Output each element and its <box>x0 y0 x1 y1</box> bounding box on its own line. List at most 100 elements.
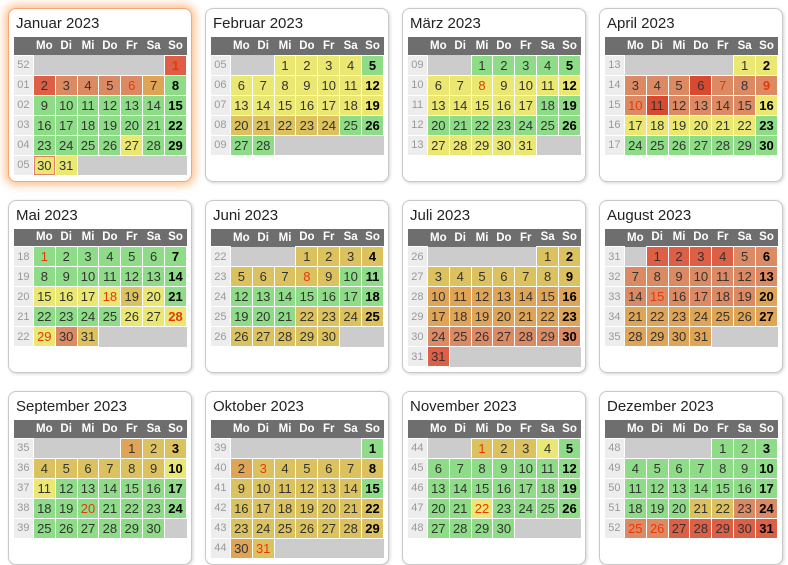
day-august-2023-25[interactable]: 25 <box>711 306 735 327</box>
day-oktober-2023-1[interactable]: 1 <box>361 437 384 459</box>
day-september-2023-9[interactable]: 9 <box>142 457 166 479</box>
day-mai-2023-27[interactable]: 27 <box>142 306 166 327</box>
day-januar-2023-15[interactable]: 15 <box>164 94 187 116</box>
day-februar-2023-20[interactable]: 20 <box>229 114 253 136</box>
day-oktober-2023-16[interactable]: 16 <box>229 497 253 519</box>
day-dezember-2023-10[interactable]: 10 <box>755 457 778 479</box>
day-august-2023-28[interactable]: 28 <box>623 326 647 347</box>
day-marz-2023-5[interactable]: 5 <box>558 54 581 76</box>
day-oktober-2023-10[interactable]: 10 <box>251 477 275 499</box>
day-dezember-2023-3[interactable]: 3 <box>755 437 778 459</box>
day-januar-2023-29[interactable]: 29 <box>164 134 187 156</box>
day-august-2023-4[interactable]: 4 <box>711 246 735 267</box>
day-januar-2023-27[interactable]: 27 <box>120 134 144 156</box>
day-april-2023-20[interactable]: 20 <box>689 114 713 136</box>
day-april-2023-22[interactable]: 22 <box>733 114 757 136</box>
day-februar-2023-22[interactable]: 22 <box>273 114 297 136</box>
day-januar-2023-5[interactable]: 5 <box>98 74 122 96</box>
day-november-2023-27[interactable]: 27 <box>426 517 450 539</box>
day-dezember-2023-20[interactable]: 20 <box>667 497 691 519</box>
day-august-2023-29[interactable]: 29 <box>645 326 669 347</box>
day-august-2023-23[interactable]: 23 <box>667 306 691 327</box>
day-marz-2023-26[interactable]: 26 <box>558 114 581 136</box>
day-februar-2023-4[interactable]: 4 <box>339 54 363 76</box>
day-februar-2023-28[interactable]: 28 <box>251 134 275 156</box>
day-marz-2023-11[interactable]: 11 <box>536 74 560 96</box>
day-september-2023-17[interactable]: 17 <box>164 477 187 499</box>
day-marz-2023-24[interactable]: 24 <box>514 114 538 136</box>
day-dezember-2023-18[interactable]: 18 <box>623 497 647 519</box>
day-april-2023-13[interactable]: 13 <box>689 94 713 116</box>
day-februar-2023-19[interactable]: 19 <box>361 94 384 116</box>
day-november-2023-14[interactable]: 14 <box>448 477 472 499</box>
day-februar-2023-25[interactable]: 25 <box>339 114 363 136</box>
day-august-2023-31[interactable]: 31 <box>689 326 713 347</box>
day-april-2023-5[interactable]: 5 <box>667 74 691 96</box>
day-juni-2023-7[interactable]: 7 <box>273 266 297 287</box>
day-oktober-2023-3[interactable]: 3 <box>251 457 275 479</box>
day-mai-2023-20[interactable]: 20 <box>142 286 166 307</box>
day-april-2023-30[interactable]: 30 <box>755 134 778 156</box>
day-dezember-2023-27[interactable]: 27 <box>667 517 691 539</box>
day-oktober-2023-23[interactable]: 23 <box>229 517 253 539</box>
day-marz-2023-12[interactable]: 12 <box>558 74 581 96</box>
day-januar-2023-23[interactable]: 23 <box>32 134 56 156</box>
day-mai-2023-7[interactable]: 7 <box>164 246 187 267</box>
day-mai-2023-18[interactable]: 18 <box>98 286 122 307</box>
day-mai-2023-4[interactable]: 4 <box>98 246 122 267</box>
day-januar-2023-3[interactable]: 3 <box>54 74 78 96</box>
day-april-2023-7[interactable]: 7 <box>711 74 735 96</box>
day-februar-2023-12[interactable]: 12 <box>361 74 384 96</box>
day-juli-2023-7[interactable]: 7 <box>514 266 538 287</box>
day-juni-2023-2[interactable]: 2 <box>317 246 341 267</box>
day-november-2023-1[interactable]: 1 <box>470 437 494 459</box>
day-september-2023-11[interactable]: 11 <box>32 477 56 499</box>
day-juni-2023-19[interactable]: 19 <box>229 306 253 327</box>
day-juni-2023-8[interactable]: 8 <box>295 266 319 287</box>
day-juli-2023-11[interactable]: 11 <box>448 286 472 307</box>
day-oktober-2023-11[interactable]: 11 <box>273 477 297 499</box>
day-januar-2023-2[interactable]: 2 <box>32 74 56 96</box>
day-juli-2023-29[interactable]: 29 <box>536 326 560 347</box>
day-oktober-2023-24[interactable]: 24 <box>251 517 275 539</box>
day-august-2023-16[interactable]: 16 <box>667 286 691 307</box>
day-mai-2023-30[interactable]: 30 <box>54 326 78 347</box>
day-mai-2023-31[interactable]: 31 <box>76 326 100 347</box>
day-september-2023-18[interactable]: 18 <box>32 497 56 519</box>
day-marz-2023-6[interactable]: 6 <box>426 74 450 96</box>
day-mai-2023-17[interactable]: 17 <box>76 286 100 307</box>
day-september-2023-20[interactable]: 20 <box>76 497 100 519</box>
day-dezember-2023-16[interactable]: 16 <box>733 477 757 499</box>
day-oktober-2023-9[interactable]: 9 <box>229 477 253 499</box>
day-juli-2023-6[interactable]: 6 <box>492 266 516 287</box>
day-september-2023-25[interactable]: 25 <box>32 517 56 539</box>
day-september-2023-5[interactable]: 5 <box>54 457 78 479</box>
day-juli-2023-28[interactable]: 28 <box>514 326 538 347</box>
day-januar-2023-6[interactable]: 6 <box>120 74 144 96</box>
day-april-2023-3[interactable]: 3 <box>623 74 647 96</box>
day-januar-2023-30-today[interactable]: 30 <box>32 154 56 176</box>
day-november-2023-5[interactable]: 5 <box>558 437 581 459</box>
day-marz-2023-9[interactable]: 9 <box>492 74 516 96</box>
day-august-2023-12[interactable]: 12 <box>733 266 757 287</box>
day-april-2023-19[interactable]: 19 <box>667 114 691 136</box>
day-juni-2023-20[interactable]: 20 <box>251 306 275 327</box>
day-november-2023-3[interactable]: 3 <box>514 437 538 459</box>
day-januar-2023-20[interactable]: 20 <box>120 114 144 136</box>
day-februar-2023-5[interactable]: 5 <box>361 54 384 76</box>
day-juli-2023-14[interactable]: 14 <box>514 286 538 307</box>
day-juni-2023-11[interactable]: 11 <box>361 266 384 287</box>
day-april-2023-11[interactable]: 11 <box>645 94 669 116</box>
day-mai-2023-22[interactable]: 22 <box>32 306 56 327</box>
day-dezember-2023-23[interactable]: 23 <box>733 497 757 519</box>
day-september-2023-16[interactable]: 16 <box>142 477 166 499</box>
day-februar-2023-24[interactable]: 24 <box>317 114 341 136</box>
day-januar-2023-17[interactable]: 17 <box>54 114 78 136</box>
day-september-2023-6[interactable]: 6 <box>76 457 100 479</box>
day-oktober-2023-13[interactable]: 13 <box>317 477 341 499</box>
day-dezember-2023-8[interactable]: 8 <box>711 457 735 479</box>
day-april-2023-17[interactable]: 17 <box>623 114 647 136</box>
day-marz-2023-14[interactable]: 14 <box>448 94 472 116</box>
day-november-2023-10[interactable]: 10 <box>514 457 538 479</box>
day-juli-2023-25[interactable]: 25 <box>448 326 472 347</box>
